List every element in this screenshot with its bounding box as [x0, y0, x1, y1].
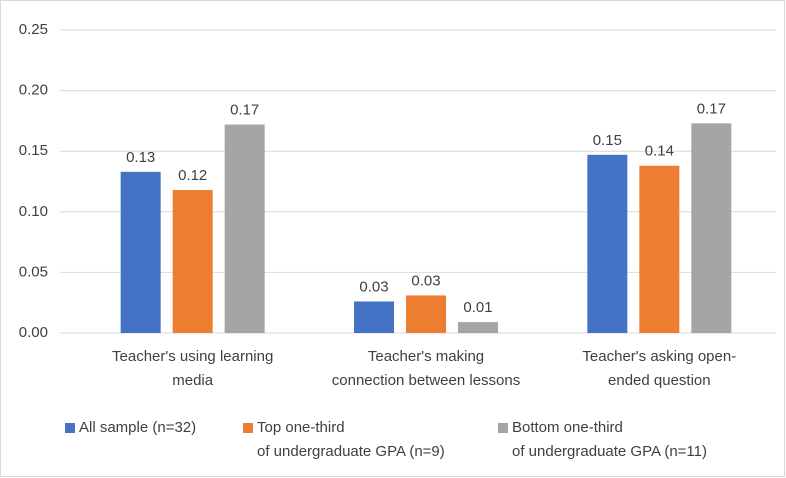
bar [354, 301, 394, 333]
y-tick-label: 0.10 [19, 203, 48, 220]
bar [639, 165, 680, 333]
y-tick-label: 0.20 [19, 82, 48, 99]
legend-swatch [243, 423, 253, 433]
data-label: 0.12 [178, 167, 207, 184]
data-label: 0.01 [463, 299, 492, 316]
data-label: 0.13 [126, 149, 155, 166]
data-label: 0.14 [645, 143, 674, 160]
bar [224, 124, 265, 333]
bar [120, 171, 161, 333]
data-label: 0.17 [697, 100, 726, 117]
y-tick-label: 0.00 [19, 324, 48, 341]
y-tick-label: 0.15 [19, 142, 48, 159]
x-tick-label: Teacher's making connection between lesso… [332, 348, 520, 389]
data-label: 0.17 [230, 102, 259, 119]
bar [172, 189, 213, 333]
data-label: 0.03 [411, 272, 440, 289]
x-tick-label: Teacher's using learning media [112, 348, 273, 389]
legend-swatch [65, 423, 75, 433]
legend-label: Bottom one-third of undergraduate GPA (n=… [512, 419, 707, 460]
data-label: 0.15 [593, 132, 622, 149]
legend-label: Top one-third of undergraduate GPA (n=9) [257, 419, 445, 460]
legend-swatch [498, 423, 508, 433]
bar [587, 154, 628, 333]
y-tick-label: 0.05 [19, 263, 48, 280]
legend-label: All sample (n=32) [79, 419, 196, 436]
y-tick-label: 0.25 [19, 21, 48, 38]
data-label: 0.03 [359, 278, 388, 295]
bar [691, 123, 732, 333]
bar [458, 322, 498, 333]
bar [406, 295, 446, 333]
x-tick-label: Teacher's asking open-ended question [582, 348, 736, 389]
